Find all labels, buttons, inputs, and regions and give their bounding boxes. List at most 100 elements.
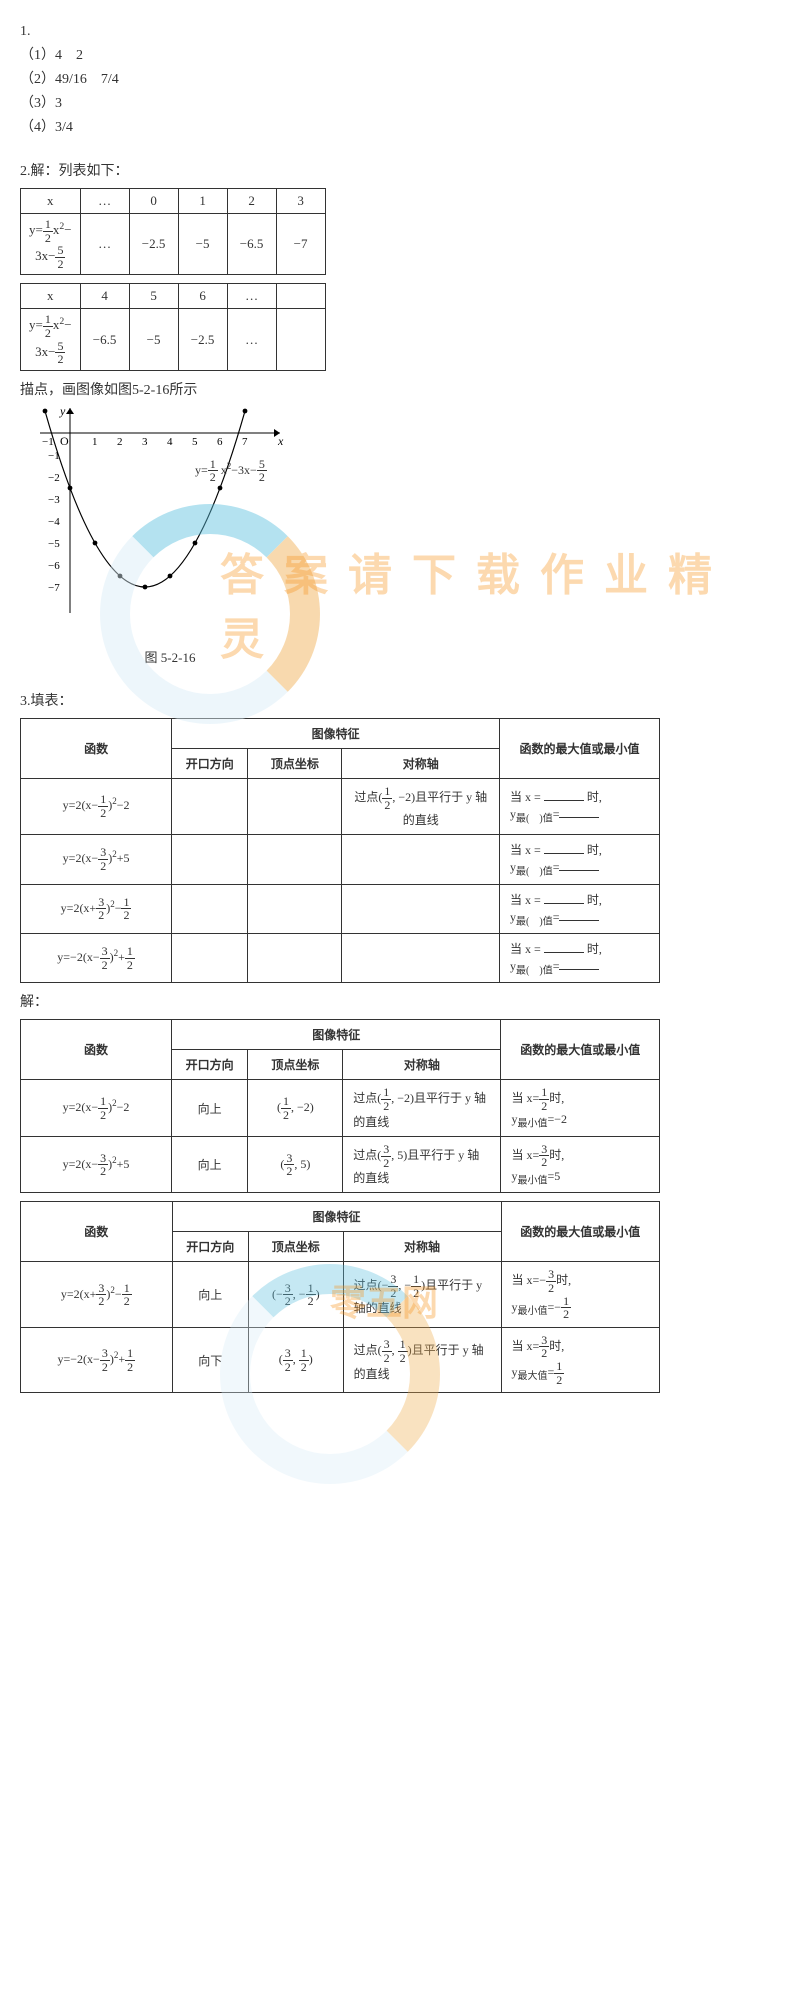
q3-lead: 3.填表： (20, 690, 780, 710)
cell-fn: y=−2(x−32)2+12 (21, 1327, 173, 1392)
q2-plot-lead: 描点，画图像如图5-2-16所示 (20, 379, 780, 399)
figure-5-2-16: y x O −1 1 2 3 4 5 6 7 −1 −2 (20, 403, 780, 666)
table-row: y=2(x−12)2−2 过点(12, −2)且平行于 y 轴的直线 当 x =… (21, 778, 660, 834)
svg-text:5: 5 (192, 436, 198, 448)
q3-solve-lead: 解： (20, 991, 780, 1011)
cell (248, 933, 342, 982)
cell (276, 309, 325, 370)
cell: −5 (178, 214, 227, 275)
table-row: y=12x2−3x−52 −6.5 −5 −2.5 … (21, 309, 326, 370)
cell-fn: y=12x2−3x−52 (21, 309, 81, 370)
cell-fn: y=−2(x−32)2+12 (21, 933, 172, 982)
head-fn: 函数 (21, 1020, 172, 1080)
q3-table-sol-b: 函数 图像特征 函数的最大值或最小值 开口方向 顶点坐标 对称轴 y=2(x+3… (20, 1201, 660, 1393)
svg-text:−2: −2 (48, 472, 60, 484)
cell (342, 933, 500, 982)
cell: (32, 12) (248, 1327, 343, 1392)
cell: 向下 (172, 1327, 248, 1392)
cell: −2.5 (178, 309, 227, 370)
cell (248, 835, 342, 884)
table-row: y=12x2−3x−52 … −2.5 −5 −6.5 −7 (21, 214, 326, 275)
q3-table-sol-a: 函数 图像特征 函数的最大值或最小值 开口方向 顶点坐标 对称轴 y=2(x−1… (20, 1019, 660, 1193)
table-row: x 4 5 6 … (21, 284, 326, 309)
svg-text:7: 7 (242, 436, 248, 448)
cell: 4 (80, 284, 129, 309)
table-row: y=2(x−32)2+5 当 x = 时,y最( )值= (21, 835, 660, 884)
head-feat: 图像特征 (172, 718, 500, 748)
sub-axis: 对称轴 (343, 1050, 501, 1080)
cell: 2 (227, 189, 276, 214)
q3-table-blank: 函数 图像特征 函数的最大值或最小值 开口方向 顶点坐标 对称轴 y=2(x−1… (20, 718, 660, 983)
cell: −7 (276, 214, 325, 275)
svg-text:2: 2 (117, 436, 123, 448)
sub-vertex: 顶点坐标 (248, 1050, 343, 1080)
cell: 当 x = 时,y最( )值= (500, 933, 660, 982)
cell-fn: y=12x2−3x−52 (21, 214, 81, 275)
cell: (32, 5) (248, 1136, 343, 1193)
svg-text:−5: −5 (48, 538, 60, 550)
cell-fn: y=2(x−12)2−2 (21, 1080, 172, 1137)
cell: 过点(32, 5)且平行于 y 轴的直线 (343, 1136, 501, 1193)
cell: 5 (129, 284, 178, 309)
table-row: y=2(x+32)2−12 当 x = 时,y最( )值= (21, 884, 660, 933)
table-row: 函数 图像特征 函数的最大值或最小值 (21, 718, 660, 748)
cell: … (227, 309, 276, 370)
cell: 向上 (171, 1080, 247, 1137)
q2-lead: 2.解：列表如下： (20, 160, 780, 180)
cell: … (227, 284, 276, 309)
cell: 1 (178, 189, 227, 214)
cell-fn: y=2(x+32)2−12 (21, 884, 172, 933)
svg-text:3: 3 (142, 436, 148, 448)
q2-table-a: x … 0 1 2 3 y=12x2−3x−52 … −2.5 −5 −6.5 … (20, 188, 326, 275)
table-row: y=2(x−12)2−2 向上 (12, −2) 过点(12, −2)且平行于 … (21, 1080, 660, 1137)
svg-text:−4: −4 (48, 516, 60, 528)
svg-text:y: y (59, 404, 66, 418)
svg-text:−7: −7 (48, 582, 60, 594)
cell: −5 (129, 309, 178, 370)
cell: 向上 (172, 1262, 248, 1327)
cell: 6 (178, 284, 227, 309)
sub-vertex: 顶点坐标 (248, 1232, 343, 1262)
cell: 3 (276, 189, 325, 214)
sub-axis: 对称轴 (343, 1232, 501, 1262)
q1-part1: （1）4 2 (20, 44, 780, 64)
cell: 当 x = 时,y最( )值= (500, 778, 660, 834)
table-row: y=−2(x−32)2+12 向下 (32, 12) 过点(32, 12)且平行… (21, 1327, 660, 1392)
head-val: 函数的最大值或最小值 (501, 1020, 660, 1080)
cell: 过点(−32, −12)且平行于 y 轴的直线 (343, 1262, 501, 1327)
svg-text:−1: −1 (42, 436, 54, 448)
head-feat: 图像特征 (172, 1202, 501, 1232)
svg-text:4: 4 (167, 436, 173, 448)
figure-equation: y=12 x2−3x−52 (195, 458, 335, 484)
sub-vertex: 顶点坐标 (248, 748, 342, 778)
q1-part2: （2）49/16 7/4 (20, 68, 780, 88)
svg-text:−3: −3 (48, 494, 60, 506)
cell: x (21, 284, 81, 309)
figure-caption: 图 5-2-16 (20, 647, 320, 666)
cell: (12, −2) (248, 1080, 343, 1137)
cell: −6.5 (227, 214, 276, 275)
cell (342, 835, 500, 884)
table-row: 函数 图像特征 函数的最大值或最小值 (21, 1202, 660, 1232)
q1-part4: （4）3/4 (20, 116, 780, 136)
head-val: 函数的最大值或最小值 (500, 718, 660, 778)
sub-axis: 对称轴 (342, 748, 500, 778)
q2-table-b: x 4 5 6 … y=12x2−3x−52 −6.5 −5 −2.5 … (20, 283, 326, 370)
cell: 过点(32, 12)且平行于 y 轴的直线 (343, 1327, 501, 1392)
cell: 当 x = 时,y最( )值= (500, 835, 660, 884)
svg-text:x: x (277, 434, 284, 448)
cell-fn: y=2(x−32)2+5 (21, 1136, 172, 1193)
cell: −6.5 (80, 309, 129, 370)
cell (276, 284, 325, 309)
cell-fn: y=2(x+32)2−12 (21, 1262, 173, 1327)
cell-fn: y=2(x−12)2−2 (21, 778, 172, 834)
cell: 当 x=12时,y最小值=−2 (501, 1080, 660, 1137)
table-row: y=2(x+32)2−12 向上 (−32, −12) 过点(−32, −12)… (21, 1262, 660, 1327)
sub-dir: 开口方向 (171, 1050, 247, 1080)
head-val: 函数的最大值或最小值 (501, 1202, 659, 1262)
head-feat: 图像特征 (171, 1020, 501, 1050)
sub-dir: 开口方向 (172, 1232, 248, 1262)
cell (248, 778, 342, 834)
cell: (−32, −12) (248, 1262, 343, 1327)
cell: 过点(12, −2)且平行于 y 轴的直线 (342, 778, 500, 834)
